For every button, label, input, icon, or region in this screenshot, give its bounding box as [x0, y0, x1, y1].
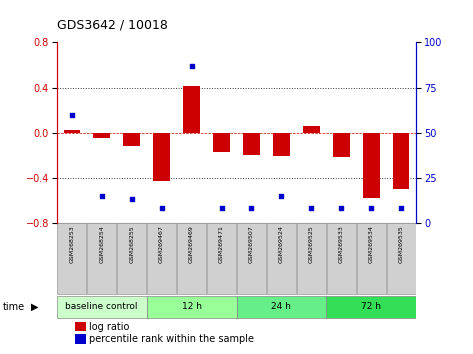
Text: GSM269534: GSM269534 [369, 225, 374, 263]
Bar [213, 133, 230, 152]
Point [98, 193, 105, 199]
Bar [75, 334, 86, 344]
Text: GSM269535: GSM269535 [399, 225, 404, 263]
Text: percentile rank within the sample: percentile rank within the sample [89, 334, 254, 344]
Bar [357, 223, 386, 294]
Bar [147, 296, 236, 318]
Text: GSM268254: GSM268254 [99, 225, 104, 263]
Text: GSM269524: GSM269524 [279, 225, 284, 263]
Text: GSM269467: GSM269467 [159, 225, 164, 263]
Point [218, 205, 225, 211]
Point [368, 205, 375, 211]
Bar [386, 223, 416, 294]
Point [188, 63, 195, 69]
Bar [123, 133, 140, 146]
Bar [236, 296, 326, 318]
Bar [177, 223, 206, 294]
Point [307, 205, 315, 211]
Bar [237, 223, 266, 294]
Text: ▶: ▶ [31, 302, 38, 312]
Text: 12 h: 12 h [182, 302, 201, 312]
Bar [147, 223, 176, 294]
Bar [303, 126, 320, 133]
Text: 72 h: 72 h [361, 302, 381, 312]
Bar [327, 223, 356, 294]
Bar [87, 223, 116, 294]
Text: GSM269525: GSM269525 [309, 225, 314, 263]
Text: 24 h: 24 h [272, 302, 291, 312]
Text: GSM269471: GSM269471 [219, 225, 224, 263]
Text: time: time [2, 302, 25, 312]
Point [128, 196, 135, 202]
Point [278, 193, 285, 199]
Point [158, 205, 166, 211]
Bar [267, 223, 296, 294]
Point [248, 205, 255, 211]
Text: GDS3642 / 10018: GDS3642 / 10018 [57, 19, 167, 32]
Text: log ratio: log ratio [89, 322, 130, 332]
Text: GSM268253: GSM268253 [69, 225, 74, 263]
Bar [63, 130, 80, 133]
Bar [153, 133, 170, 181]
Bar [57, 296, 147, 318]
Bar [57, 223, 87, 294]
Bar [117, 223, 146, 294]
Bar [363, 133, 379, 198]
Bar [207, 223, 236, 294]
Point [338, 205, 345, 211]
Point [68, 112, 76, 118]
Text: baseline control: baseline control [65, 302, 138, 312]
Bar [243, 133, 260, 155]
Bar [184, 86, 200, 133]
Bar [333, 133, 350, 158]
Text: GSM269469: GSM269469 [189, 225, 194, 263]
Bar [75, 322, 86, 331]
Text: GSM268255: GSM268255 [129, 225, 134, 263]
Bar [297, 223, 326, 294]
Bar [393, 133, 410, 189]
Bar [273, 133, 289, 156]
Text: GSM269533: GSM269533 [339, 225, 344, 263]
Bar [326, 296, 416, 318]
Bar [94, 133, 110, 138]
Text: GSM269507: GSM269507 [249, 225, 254, 263]
Point [397, 205, 405, 211]
